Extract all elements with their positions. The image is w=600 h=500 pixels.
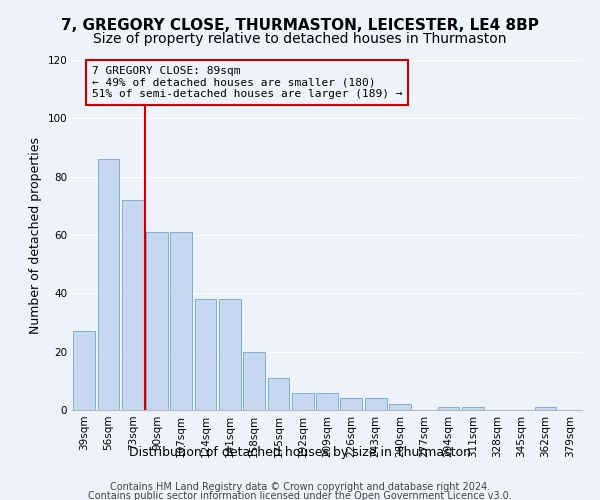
Bar bbox=[292, 392, 314, 410]
Text: Contains public sector information licensed under the Open Government Licence v3: Contains public sector information licen… bbox=[88, 491, 512, 500]
Text: 7, GREGORY CLOSE, THURMASTON, LEICESTER, LE4 8BP: 7, GREGORY CLOSE, THURMASTON, LEICESTER,… bbox=[61, 18, 539, 32]
Bar bbox=[122, 200, 143, 410]
Bar bbox=[268, 378, 289, 410]
Text: Contains HM Land Registry data © Crown copyright and database right 2024.: Contains HM Land Registry data © Crown c… bbox=[110, 482, 490, 492]
Bar bbox=[243, 352, 265, 410]
Bar bbox=[73, 331, 95, 410]
Bar bbox=[462, 407, 484, 410]
Bar bbox=[219, 299, 241, 410]
Text: 7 GREGORY CLOSE: 89sqm
← 49% of detached houses are smaller (180)
51% of semi-de: 7 GREGORY CLOSE: 89sqm ← 49% of detached… bbox=[92, 66, 402, 99]
Bar bbox=[97, 159, 119, 410]
Bar bbox=[194, 299, 217, 410]
Bar bbox=[365, 398, 386, 410]
Y-axis label: Number of detached properties: Number of detached properties bbox=[29, 136, 42, 334]
Bar bbox=[437, 407, 460, 410]
Text: Distribution of detached houses by size in Thurmaston: Distribution of detached houses by size … bbox=[129, 446, 471, 459]
Bar bbox=[170, 232, 192, 410]
Bar bbox=[146, 232, 168, 410]
Bar bbox=[316, 392, 338, 410]
Bar bbox=[535, 407, 556, 410]
Bar bbox=[340, 398, 362, 410]
Text: Size of property relative to detached houses in Thurmaston: Size of property relative to detached ho… bbox=[93, 32, 507, 46]
Bar bbox=[389, 404, 411, 410]
